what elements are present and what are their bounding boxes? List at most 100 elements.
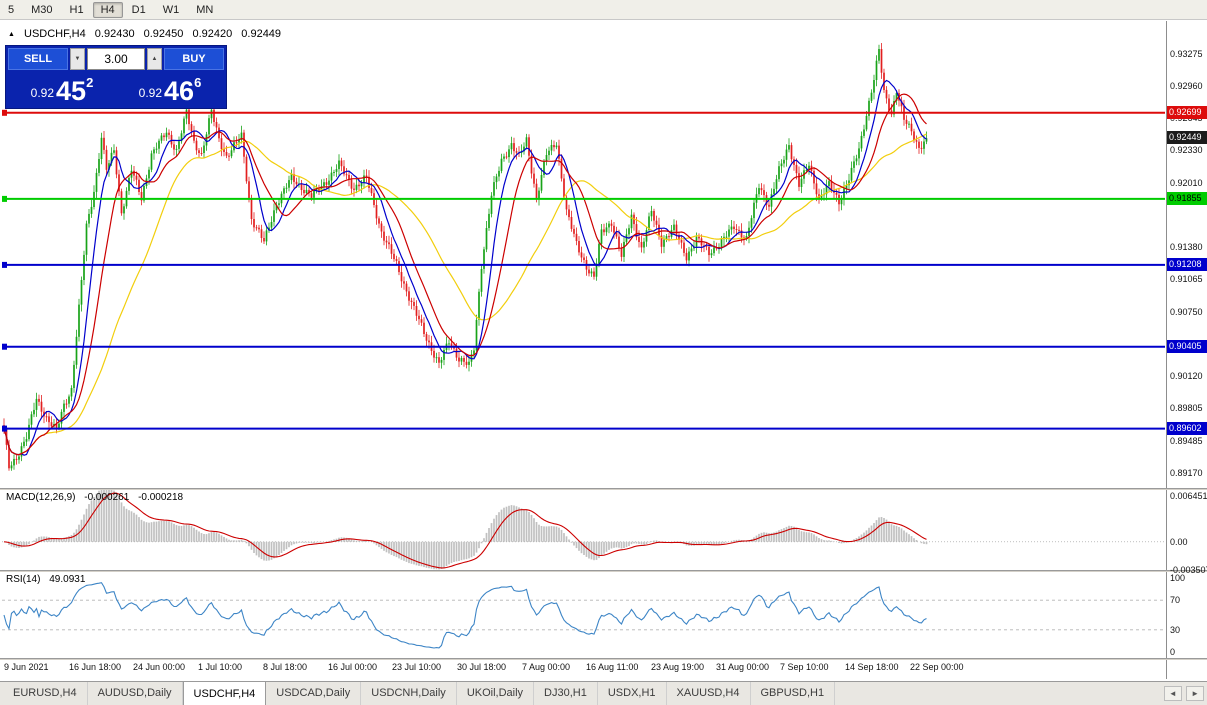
chart-tab-usdchf-h4[interactable]: USDCHF,H4 [182,681,267,705]
rsi-timeaxis-splitter [0,658,1207,660]
chart-tabs: EURUSD,H4 AUDUSD,Daily USDCHF,H4 USDCAD,Dai… [0,681,836,705]
sell-price-display[interactable]: 0.92 45 2 [8,72,116,106]
chart-tab-audusd-daily[interactable]: AUDUSD,Daily [88,682,183,705]
time-axis-label: 8 Jul 18:00 [263,662,308,672]
volume-input[interactable] [87,48,145,70]
buy-price-big: 46 [164,76,195,106]
price-line-badge: 0.91208 [1167,258,1207,271]
chart-tab-usdcnh-daily[interactable]: USDCNH,Daily [361,682,457,705]
macd-rsi-splitter[interactable] [0,570,1207,572]
sell-price-big: 45 [56,76,87,106]
chart-title: ▲ USDCHF,H4 0.92430 0.92450 0.92420 0.92… [8,28,287,40]
time-axis: 9 Jun 2021 16 Jun 18:00 24 Jun 00:00 1 Jul … [2,660,1165,678]
macd-axis-label: -0.003507 [1170,565,1207,575]
ohlc-high: 0.92450 [143,28,184,40]
timeframe-button-h1[interactable]: H1 [69,3,84,16]
price-axis-label: 0.92960 [1170,81,1203,91]
time-axis-label: 30 Jul 18:00 [457,662,507,672]
sell-price-prefix: 0.92 [30,86,55,100]
buy-price-prefix: 0.92 [138,86,163,100]
rsi-panel-canvas[interactable] [2,572,1165,658]
spinner-down-icon: ▼ [74,56,81,62]
price-axis: 0.932750.929600.926450.923300.920100.913… [1167,0,1207,705]
chart-title-icon: ▲ [8,31,15,38]
time-axis-label: 1 Jul 10:00 [198,662,243,672]
one-click-trading-panel: SELL ▼ ▲ BUY 0.92 45 2 0.92 46 6 [5,45,227,109]
price-axis-label: 0.92010 [1170,178,1203,188]
chart-symbol-label: USDCHF,H4 [24,28,86,40]
ohlc-open: 0.92430 [94,28,135,40]
macd-indicator-label: MACD(12,26,9) -0.000261 -0.000218 [6,492,189,503]
timeframe-button-5[interactable]: 5 [8,3,15,16]
macd-name: MACD(12,26,9) [6,492,76,503]
macd-axis-label: 0.006451 [1170,491,1207,501]
time-axis-label: 7 Sep 10:00 [780,662,829,672]
sell-price-pipette: 2 [86,75,94,90]
price-axis-label: 0.89170 [1170,468,1203,478]
rsi-name: RSI(14) [6,574,41,585]
time-axis-label: 24 Jun 00:00 [133,662,186,672]
price-axis-label: 0.92330 [1170,145,1203,155]
tab-scroll-right-icon[interactable]: ► [1186,686,1204,701]
chart-tab-xauusd-h4[interactable]: XAUUSD,H4 [667,682,751,705]
price-line-badge: 0.91855 [1167,192,1207,205]
rsi-axis-label: 100 [1170,573,1186,583]
price-axis-label: 0.91380 [1170,242,1203,252]
chart-tab-eurusd-h4[interactable]: EURUSD,H4 [3,682,88,705]
timeframe-button-d1[interactable]: D1 [131,3,146,16]
chart-tab-ukoil-daily[interactable]: UKOil,Daily [457,682,535,705]
price-axis-label: 0.89805 [1170,403,1203,413]
time-axis-label: 23 Aug 19:00 [651,662,705,672]
price-axis-divider [1166,21,1167,679]
chart-tab-dj30-h1[interactable]: DJ30,H1 [534,682,598,705]
timeframe-button-mn[interactable]: MN [196,3,214,16]
chart-tab-usdx-h1[interactable]: USDX,H1 [598,682,667,705]
sell-button[interactable]: SELL [8,48,68,70]
timeframe-button-w1[interactable]: W1 [162,3,180,16]
tab-scroll-controls: ◄ ► [1162,686,1204,701]
ohlc-close: 0.92449 [241,28,282,40]
volume-increase-button[interactable]: ▲ [147,48,162,70]
tab-scroll-left-icon[interactable]: ◄ [1163,686,1182,701]
macd-axis-label: 0.00 [1170,537,1188,547]
price-axis-label: 0.93275 [1170,49,1203,59]
time-axis-label: 16 Aug 11:00 [586,662,639,672]
time-axis-label: 23 Jul 10:00 [392,662,442,672]
ohlc-low: 0.92420 [192,28,233,40]
chart-tab-bar: EURUSD,H4 AUDUSD,Daily USDCHF,H4 USDCAD,Dai… [0,681,1207,705]
price-axis-label: 0.89485 [1170,436,1203,446]
rsi-indicator-label: RSI(14) 49.0931 [6,574,91,585]
buy-price-display[interactable]: 0.92 46 6 [116,72,224,106]
time-axis-label: 14 Sep 18:00 [845,662,899,672]
time-axis-label: 7 Aug 00:00 [522,662,571,672]
rsi-axis-label: 0 [1170,647,1176,657]
buy-price-pipette: 6 [194,75,202,90]
price-macd-splitter[interactable] [0,488,1207,490]
rsi-current-value: 49.0931 [49,574,86,585]
price-axis-label: 0.90120 [1170,371,1203,381]
chart-tab-gbpusd-h1[interactable]: GBPUSD,H1 [751,682,836,705]
time-axis-label: 16 Jun 18:00 [69,662,122,672]
buy-button[interactable]: BUY [164,48,224,70]
chart-tab-usdcad-daily[interactable]: USDCAD,Daily [266,682,362,705]
time-axis-label: 16 Jul 00:00 [328,662,378,672]
macd-main-value: -0.000261 [84,492,130,503]
time-axis-label: 9 Jun 2021 [4,662,49,672]
macd-panel-canvas[interactable] [2,490,1165,570]
rsi-axis-label: 70 [1170,595,1181,605]
price-line-badge: 0.90405 [1167,340,1207,353]
timeframe-button-h4[interactable]: H4 [92,1,123,18]
time-axis-label: 31 Aug 00:00 [716,662,770,672]
price-line-badge: 0.92699 [1167,106,1207,119]
price-line-badge: 0.92449 [1167,131,1207,144]
timeframe-button-m30[interactable]: M30 [31,3,53,16]
price-axis-label: 0.90750 [1170,307,1203,317]
time-axis-label: 22 Sep 00:00 [910,662,964,672]
spinner-up-icon: ▲ [151,56,158,62]
price-line-badge: 0.89602 [1167,422,1207,435]
price-axis-label: 0.91065 [1170,274,1203,284]
macd-signal-value: -0.000218 [138,492,184,503]
volume-decrease-button[interactable]: ▼ [70,48,85,70]
timeframe-toolbar: 5 M30 H1 H4 D1 W1 MN [0,0,1207,20]
rsi-axis-label: 30 [1170,625,1181,635]
